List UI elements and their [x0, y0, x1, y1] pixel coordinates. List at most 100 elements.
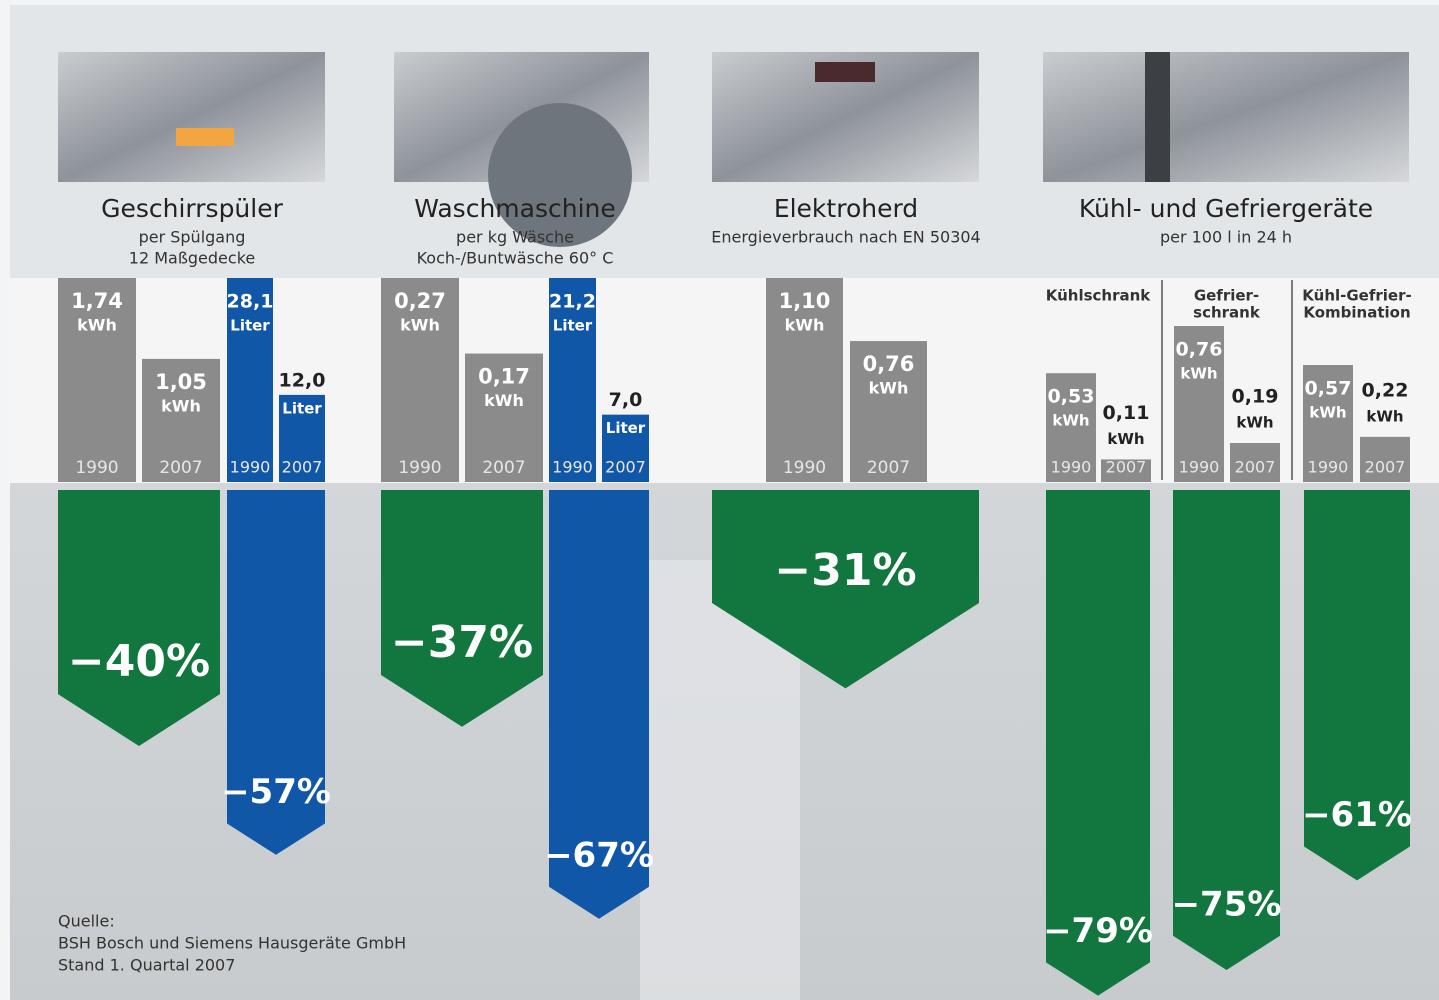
change-label: −79%	[1043, 911, 1153, 951]
year-label: 2007	[605, 458, 646, 477]
change-label: −57%	[221, 772, 331, 812]
unit-label: kWh	[1107, 430, 1144, 448]
photo-fridge	[1043, 52, 1409, 182]
year-label: 2007	[1235, 458, 1276, 477]
bar	[465, 353, 543, 482]
group-label: Gefrier-	[1194, 287, 1259, 305]
panel-subtitle: per 100 l in 24 h	[1160, 228, 1292, 247]
value-label: 1,05	[155, 370, 207, 394]
unit-label: kWh	[161, 396, 201, 415]
change-label: −75%	[1172, 884, 1282, 924]
bar	[1230, 443, 1280, 482]
value-label: 0,53	[1048, 386, 1095, 408]
year-label: 2007	[482, 458, 525, 478]
panel-subtitle: Koch-/Buntwäsche 60° C	[417, 249, 614, 268]
year-label: 1990	[1308, 458, 1349, 477]
year-label: 1990	[230, 458, 271, 477]
panel-title: Waschmaschine	[414, 194, 616, 223]
bar	[1303, 365, 1353, 482]
unit-label: Liter	[282, 399, 322, 417]
year-label: 1990	[1179, 458, 1220, 477]
unit-label: kWh	[1052, 412, 1089, 430]
change-label: −31%	[774, 545, 916, 596]
change-arrow	[1046, 490, 1150, 996]
year-label: 2007	[159, 458, 202, 478]
photo-dishwasher	[58, 52, 325, 182]
bar	[1174, 326, 1224, 482]
value-label: 1,10	[779, 289, 831, 313]
photo-detail	[1145, 52, 1170, 182]
value-label: 7,0	[609, 389, 643, 411]
value-label: 0,11	[1103, 402, 1150, 424]
photo-detail	[815, 62, 875, 82]
bar	[549, 278, 596, 482]
unit-label: kWh	[785, 316, 825, 335]
photo-detail	[488, 103, 632, 247]
value-label: 0,57	[1305, 378, 1352, 400]
change-arrow	[549, 490, 649, 919]
unit-label: kWh	[1366, 407, 1403, 425]
change-arrow	[381, 490, 543, 727]
year-label: 2007	[282, 458, 323, 477]
panel-title: Kühl- und Gefriergeräte	[1079, 194, 1373, 223]
source-line: Quelle:	[58, 912, 115, 931]
change-label: −40%	[68, 636, 210, 687]
year-label: 1990	[783, 458, 826, 478]
value-label: 21,2	[549, 291, 596, 313]
unit-label: Liter	[553, 317, 593, 335]
unit-label: Liter	[230, 317, 270, 335]
panel-title: Geschirrspüler	[101, 194, 283, 223]
value-label: 0,17	[478, 365, 530, 389]
change-arrow	[58, 490, 220, 746]
value-label: 0,19	[1232, 386, 1279, 408]
group-label: schrank	[1193, 304, 1261, 322]
year-label: 1990	[552, 458, 593, 477]
value-label: 0,76	[863, 352, 915, 376]
unit-label: kWh	[400, 316, 440, 335]
value-label: 0,27	[394, 289, 446, 313]
group-label: Kühlschrank	[1046, 287, 1152, 305]
bar	[1046, 373, 1096, 482]
unit-label: kWh	[77, 316, 117, 335]
value-label: 12,0	[279, 369, 326, 391]
unit-label: kWh	[484, 391, 524, 410]
year-label: 2007	[1365, 458, 1406, 477]
unit-label: kWh	[869, 379, 909, 398]
photo-detail	[176, 128, 234, 146]
bar	[602, 414, 649, 482]
year-label: 1990	[75, 458, 118, 478]
change-arrow	[1304, 490, 1410, 881]
bar	[1101, 459, 1151, 482]
year-label: 1990	[398, 458, 441, 478]
bar	[279, 394, 325, 482]
year-label: 2007	[1106, 458, 1147, 477]
change-label: −67%	[544, 835, 654, 875]
panel-title: Elektroherd	[774, 194, 918, 223]
panel-subtitle: per kg Wäsche	[456, 228, 574, 247]
year-label: 1990	[1051, 458, 1092, 477]
source-line: Stand 1. Quartal 2007	[58, 956, 235, 975]
group-label: Kühl-Gefrier-	[1302, 287, 1411, 305]
group-label: Kombination	[1303, 304, 1410, 322]
bar	[227, 278, 273, 482]
bar	[58, 278, 136, 482]
value-label: 1,74	[71, 289, 123, 313]
bar	[381, 278, 459, 482]
unit-label: kWh	[1236, 414, 1273, 432]
bar	[1360, 436, 1410, 482]
source-line: BSH Bosch und Siemens Hausgeräte GmbH	[58, 934, 406, 953]
change-label: −37%	[391, 617, 533, 668]
unit-label: kWh	[1180, 365, 1217, 383]
photos	[58, 52, 1409, 247]
unit-label: kWh	[1309, 404, 1346, 422]
change-arrow	[712, 490, 979, 689]
value-label: 0,22	[1362, 379, 1409, 401]
change-arrow	[227, 490, 325, 855]
value-label: 28,1	[227, 291, 274, 313]
change-label: −61%	[1302, 795, 1412, 835]
panel-subtitle: 12 Maßgedecke	[129, 249, 255, 268]
bar	[766, 278, 843, 482]
panel-subtitle: Energieverbrauch nach EN 50304	[711, 228, 980, 247]
year-label: 2007	[867, 458, 910, 478]
